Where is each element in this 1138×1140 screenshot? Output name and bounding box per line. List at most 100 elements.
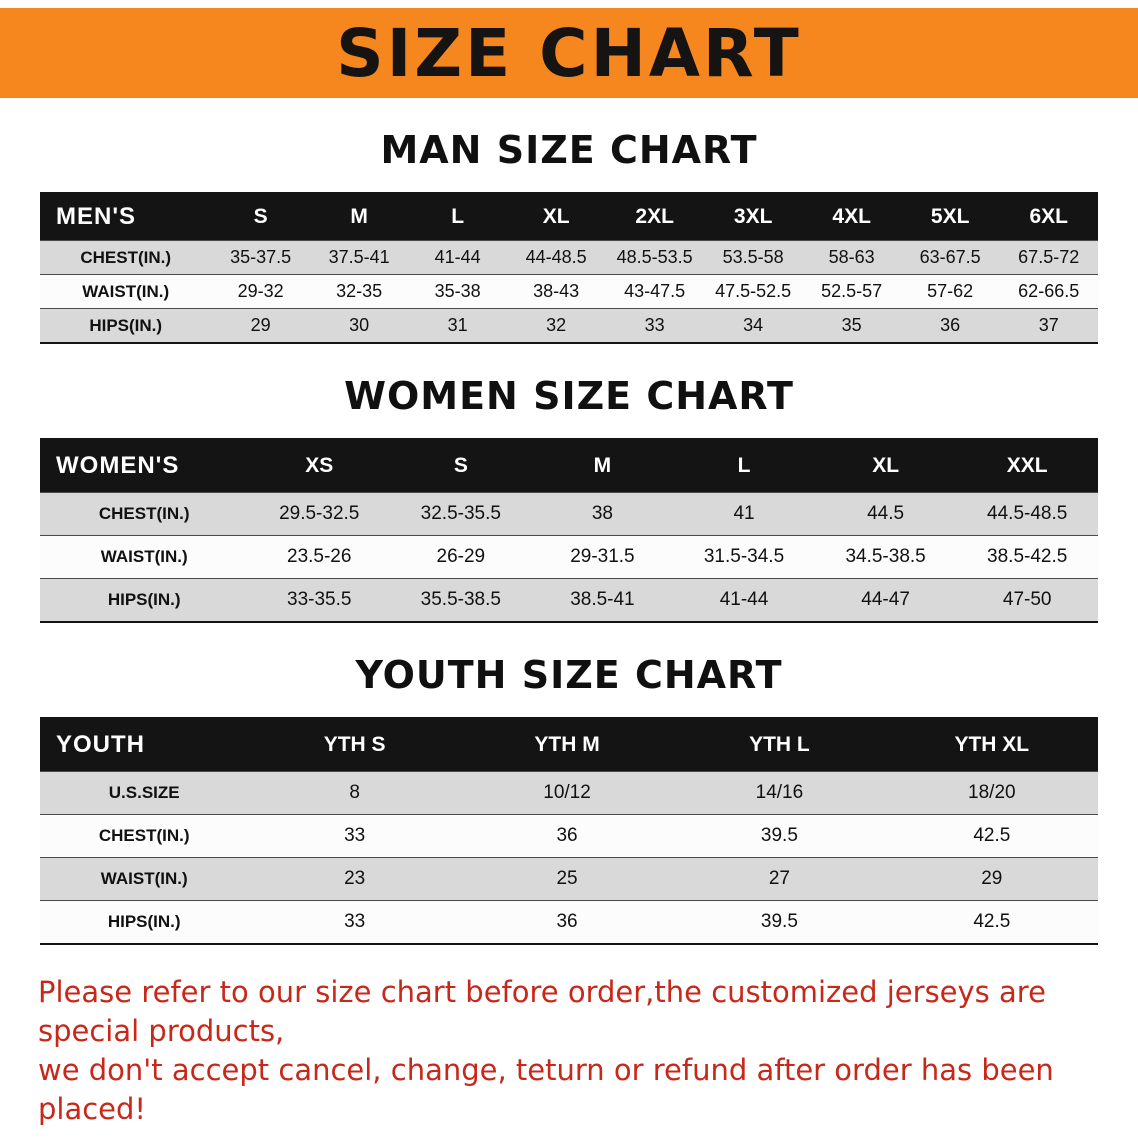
row-label: WAIST(IN.) [40, 274, 212, 309]
size-value: 39.5 [673, 900, 886, 944]
size-value: 23 [248, 857, 461, 901]
column-header: 3XL [703, 193, 803, 241]
size-value: 8 [248, 771, 461, 815]
size-value: 38.5-41 [531, 578, 674, 622]
size-value: 58-63 [802, 240, 901, 275]
size-value: 41-44 [673, 578, 815, 622]
size-value: 53.5-58 [703, 240, 803, 275]
size-value: 44.5-48.5 [956, 492, 1098, 536]
order-notice-line2: we don't accept cancel, change, teturn o… [38, 1053, 1054, 1127]
size-value: 29.5-32.5 [248, 492, 391, 536]
table-header-row: MEN'S S M L XL 2XL 3XL 4XL 5XL 6XL [40, 193, 1098, 241]
row-label: WAIST(IN.) [40, 857, 249, 901]
size-value: 41-44 [408, 240, 507, 275]
size-value: 25 [460, 857, 674, 901]
column-header: 2XL [605, 193, 704, 241]
size-value: 47-50 [956, 578, 1098, 622]
men-size-table: MEN'S S M L XL 2XL 3XL 4XL 5XL 6XL CHEST(IN.) 35-37… [40, 192, 1098, 344]
column-header: XXL [956, 439, 1098, 493]
size-value: 35 [802, 308, 901, 343]
column-header: MEN'S [40, 193, 212, 241]
men-section-heading: MAN SIZE CHART [380, 128, 758, 172]
column-header: 6XL [999, 193, 1098, 241]
size-value: 33 [248, 900, 461, 944]
table-row: U.S.SIZE 8 10/12 14/16 18/20 [40, 771, 1098, 815]
column-header: XL [814, 439, 957, 493]
row-label: HIPS(IN.) [40, 308, 212, 343]
row-label: HIPS(IN.) [40, 578, 249, 622]
column-header: S [390, 439, 532, 493]
size-value: 29-32 [211, 274, 310, 309]
column-header: XL [506, 193, 606, 241]
size-value: 29 [885, 857, 1098, 901]
table-header-row: YOUTH YTH S YTH M YTH L YTH XL [40, 718, 1098, 772]
size-value: 37.5-41 [309, 240, 409, 275]
size-value: 36 [900, 308, 1000, 343]
table-row: HIPS(IN.) 33-35.5 35.5-38.5 38.5-41 41-44 44-… [40, 578, 1098, 622]
page-title: SIZE CHART [336, 14, 802, 92]
column-header: M [309, 193, 409, 241]
size-value: 29-31.5 [531, 535, 674, 579]
youth-size-table: YOUTH YTH S YTH M YTH L YTH XL U.S.SIZE 8 10/12… [40, 717, 1098, 945]
row-label: CHEST(IN.) [40, 240, 212, 275]
column-header: L [673, 439, 815, 493]
size-value: 36 [460, 814, 674, 858]
column-header: YOUTH [40, 718, 249, 772]
size-value: 34 [703, 308, 803, 343]
size-value: 39.5 [673, 814, 886, 858]
size-value: 37 [999, 308, 1098, 343]
table-row: CHEST(IN.) 33 36 39.5 42.5 [40, 814, 1098, 858]
size-value: 33 [248, 814, 461, 858]
column-header: 4XL [802, 193, 901, 241]
size-value: 32.5-35.5 [390, 492, 532, 536]
size-value: 38 [531, 492, 674, 536]
size-value: 32-35 [309, 274, 409, 309]
column-header: WOMEN'S [40, 439, 249, 493]
order-notice: Please refer to our size chart before or… [38, 973, 1100, 1130]
size-value: 44-47 [814, 578, 957, 622]
youth-section-heading: YOUTH SIZE CHART [355, 653, 783, 697]
women-section-heading: WOMEN SIZE CHART [344, 374, 794, 418]
column-header: XS [248, 439, 391, 493]
size-value: 31 [408, 308, 507, 343]
youth-size-section: YOUTH SIZE CHART YOUTH YTH S YTH M YTH L YTH… [0, 653, 1138, 945]
size-chart-banner: SIZE CHART [0, 8, 1138, 98]
row-label: U.S.SIZE [40, 771, 249, 815]
women-size-table: WOMEN'S XS S M L XL XXL CHEST(IN.) 29.5-32.5 32.5… [40, 438, 1098, 623]
size-value: 43-47.5 [605, 274, 704, 309]
size-value: 48.5-53.5 [605, 240, 704, 275]
size-value: 10/12 [460, 771, 674, 815]
size-value: 67.5-72 [999, 240, 1098, 275]
men-size-section: MAN SIZE CHART MEN'S S M L XL 2XL 3XL 4XL 5XL 6XL… [0, 128, 1138, 344]
size-value: 47.5-52.5 [703, 274, 803, 309]
size-value: 32 [506, 308, 606, 343]
size-value: 62-66.5 [999, 274, 1098, 309]
size-value: 57-62 [900, 274, 1000, 309]
size-value: 33-35.5 [248, 578, 391, 622]
size-value: 26-29 [390, 535, 532, 579]
row-label: WAIST(IN.) [40, 535, 249, 579]
column-header: YTH M [460, 718, 674, 772]
table-row: HIPS(IN.) 33 36 39.5 42.5 [40, 900, 1098, 944]
table-header-row: WOMEN'S XS S M L XL XXL [40, 439, 1098, 493]
size-value: 14/16 [673, 771, 886, 815]
size-value: 33 [605, 308, 704, 343]
size-value: 29 [211, 308, 310, 343]
row-label: CHEST(IN.) [40, 814, 249, 858]
size-value: 27 [673, 857, 886, 901]
column-header: 5XL [900, 193, 1000, 241]
size-value: 44.5 [814, 492, 957, 536]
size-value: 34.5-38.5 [814, 535, 957, 579]
table-row: HIPS(IN.) 29 30 31 32 33 34 35 36 37 [40, 308, 1098, 343]
table-row: WAIST(IN.) 23.5-26 26-29 29-31.5 31.5-34.5 34… [40, 535, 1098, 579]
column-header: YTH XL [885, 718, 1098, 772]
size-value: 42.5 [885, 900, 1098, 944]
size-value: 36 [460, 900, 674, 944]
size-value: 38-43 [506, 274, 606, 309]
size-value: 35.5-38.5 [390, 578, 532, 622]
size-value: 63-67.5 [900, 240, 1000, 275]
row-label: HIPS(IN.) [40, 900, 249, 944]
table-row: CHEST(IN.) 35-37.5 37.5-41 41-44 44-48.5 48.5… [40, 240, 1098, 275]
size-value: 41 [673, 492, 815, 536]
row-label: CHEST(IN.) [40, 492, 249, 536]
